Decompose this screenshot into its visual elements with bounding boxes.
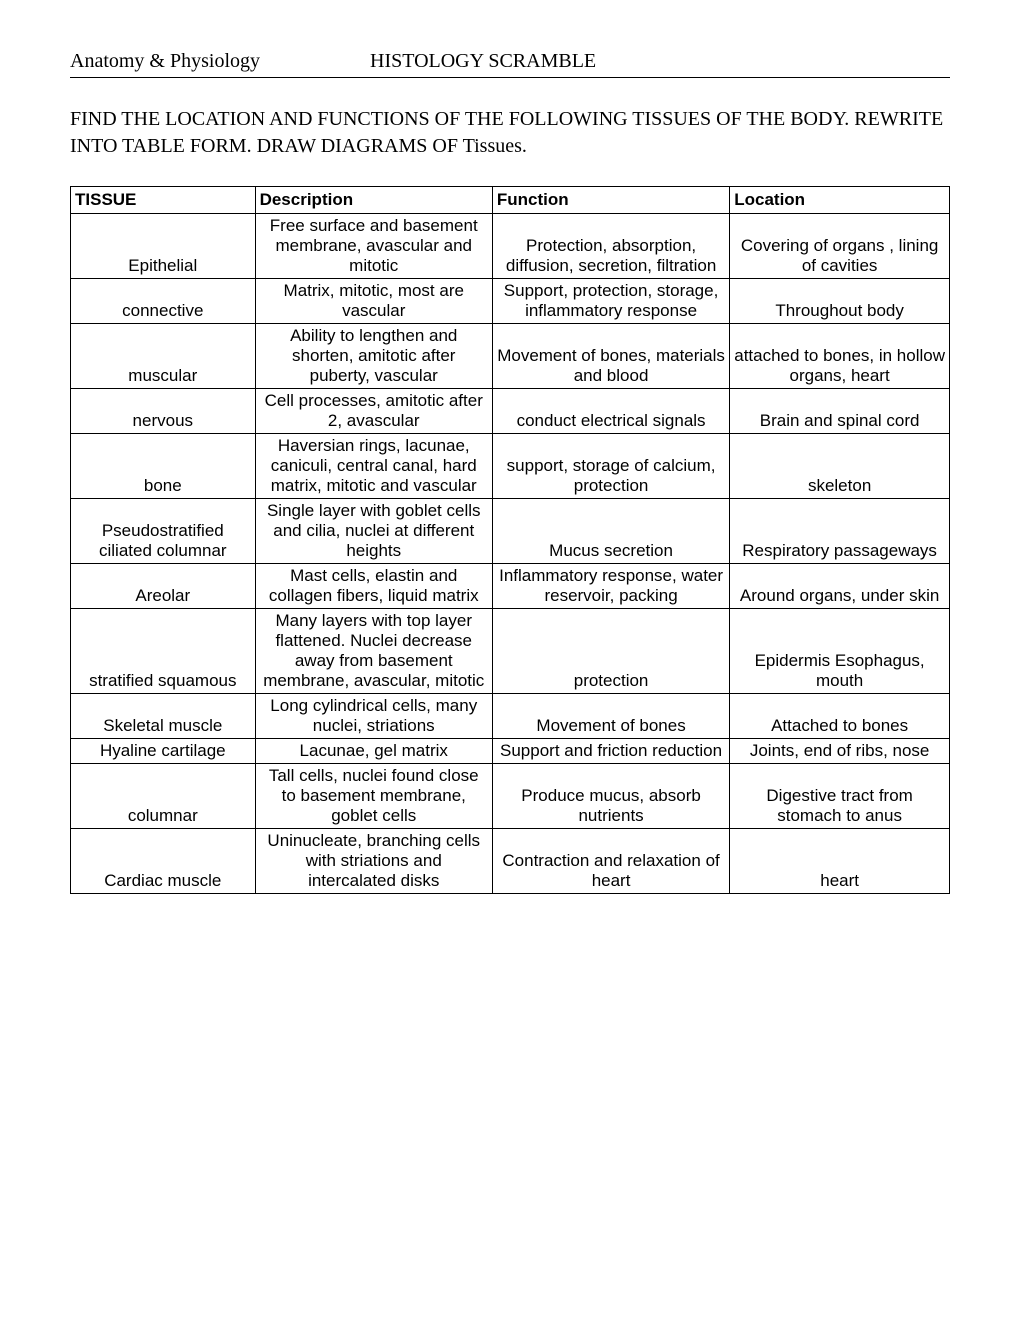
cell-location: Joints, end of ribs, nose [730,739,950,764]
cell-tissue: Areolar [71,564,256,609]
table-row: columnar Tall cells, nuclei found close … [71,764,950,829]
cell-location: skeleton [730,434,950,499]
table-row: Epithelial Free surface and basement mem… [71,214,950,279]
cell-tissue: columnar [71,764,256,829]
cell-function: support, storage of calcium, protection [492,434,729,499]
table-row: stratified squamous Many layers with top… [71,609,950,694]
cell-tissue: connective [71,279,256,324]
cell-location: Respiratory passageways [730,499,950,564]
cell-tissue: Epithelial [71,214,256,279]
cell-function: Movement of bones [492,694,729,739]
cell-location: Throughout body [730,279,950,324]
cell-description: Ability to lengthen and shorten, amitoti… [255,324,492,389]
cell-description: Mast cells, elastin and collagen fibers,… [255,564,492,609]
table-row: Skeletal muscle Long cylindrical cells, … [71,694,950,739]
cell-tissue: Hyaline cartilage [71,739,256,764]
cell-location: Around organs, under skin [730,564,950,609]
header-title: HISTOLOGY SCRAMBLE [370,50,596,73]
cell-tissue: nervous [71,389,256,434]
cell-function: Contraction and relaxation of heart [492,829,729,894]
cell-description: Long cylindrical cells, many nuclei, str… [255,694,492,739]
instruction-text: FIND THE LOCATION AND FUNCTIONS OF THE F… [70,106,950,160]
cell-location: Covering of organs , lining of cavities [730,214,950,279]
cell-description: Many layers with top layer flattened. Nu… [255,609,492,694]
cell-description: Free surface and basement membrane, avas… [255,214,492,279]
col-header-description: Description [255,187,492,214]
cell-description: Haversian rings, lacunae, caniculi, cent… [255,434,492,499]
table-body: Epithelial Free surface and basement mem… [71,214,950,894]
cell-function: conduct electrical signals [492,389,729,434]
cell-function: Inflammatory response, water reservoir, … [492,564,729,609]
cell-function: protection [492,609,729,694]
cell-tissue: Pseudostratified ciliated columnar [71,499,256,564]
header-subject: Anatomy & Physiology [70,50,370,73]
cell-tissue: Cardiac muscle [71,829,256,894]
cell-description: Single layer with goblet cells and cilia… [255,499,492,564]
table-row: nervous Cell processes, amitotic after 2… [71,389,950,434]
cell-location: heart [730,829,950,894]
cell-location: attached to bones, in hollow organs, hea… [730,324,950,389]
table-row: Areolar Mast cells, elastin and collagen… [71,564,950,609]
cell-function: Support, protection, storage, inflammato… [492,279,729,324]
cell-function: Support and friction reduction [492,739,729,764]
table-row: bone Haversian rings, lacunae, caniculi,… [71,434,950,499]
cell-description: Cell processes, amitotic after 2, avascu… [255,389,492,434]
table-row: Hyaline cartilage Lacunae, gel matrix Su… [71,739,950,764]
cell-function: Mucus secretion [492,499,729,564]
cell-tissue: Skeletal muscle [71,694,256,739]
cell-tissue: bone [71,434,256,499]
cell-description: Matrix, mitotic, most are vascular [255,279,492,324]
cell-location: Brain and spinal cord [730,389,950,434]
cell-location: Digestive tract from stomach to anus [730,764,950,829]
cell-description: Tall cells, nuclei found close to baseme… [255,764,492,829]
col-header-location: Location [730,187,950,214]
col-header-tissue: TISSUE [71,187,256,214]
tissue-table: TISSUE Description Function Location Epi… [70,186,950,894]
cell-description: Uninucleate, branching cells with striat… [255,829,492,894]
cell-function: Protection, absorption, diffusion, secre… [492,214,729,279]
cell-description: Lacunae, gel matrix [255,739,492,764]
cell-function: Movement of bones, materials and blood [492,324,729,389]
cell-function: Produce mucus, absorb nutrients [492,764,729,829]
cell-location: Attached to bones [730,694,950,739]
cell-tissue: muscular [71,324,256,389]
cell-tissue: stratified squamous [71,609,256,694]
col-header-function: Function [492,187,729,214]
table-row: Cardiac muscle Uninucleate, branching ce… [71,829,950,894]
table-header-row: TISSUE Description Function Location [71,187,950,214]
table-row: Pseudostratified ciliated columnar Singl… [71,499,950,564]
table-row: connective Matrix, mitotic, most are vas… [71,279,950,324]
table-row: muscular Ability to lengthen and shorten… [71,324,950,389]
cell-location: Epidermis Esophagus, mouth [730,609,950,694]
page-header: Anatomy & Physiology HISTOLOGY SCRAMBLE [70,50,950,78]
